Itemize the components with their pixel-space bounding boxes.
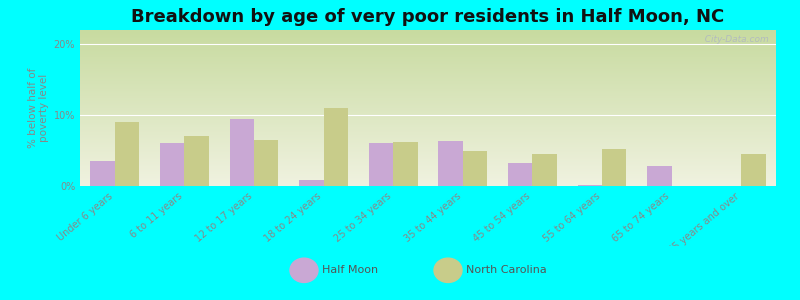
Y-axis label: % below half of
poverty level: % below half of poverty level <box>28 68 50 148</box>
Bar <box>394 142 418 186</box>
Bar <box>254 140 278 186</box>
Bar <box>742 154 766 186</box>
Bar <box>438 141 462 186</box>
Text: North Carolina: North Carolina <box>466 265 546 275</box>
Bar <box>508 163 533 186</box>
Bar <box>578 185 602 186</box>
Bar <box>160 143 185 186</box>
Bar <box>115 122 139 186</box>
Bar <box>323 108 348 186</box>
Bar <box>230 118 254 186</box>
Text: Half Moon: Half Moon <box>322 265 378 275</box>
Bar <box>369 143 394 186</box>
Bar <box>463 151 487 186</box>
Title: Breakdown by age of very poor residents in Half Moon, NC: Breakdown by age of very poor residents … <box>131 8 725 26</box>
Ellipse shape <box>290 258 318 283</box>
Bar <box>185 136 209 186</box>
Bar <box>602 149 626 186</box>
Bar <box>533 154 557 186</box>
Bar <box>647 166 672 186</box>
Ellipse shape <box>434 258 462 283</box>
Bar <box>90 161 115 186</box>
Text: City-Data.com: City-Data.com <box>699 35 769 44</box>
Bar <box>299 180 324 186</box>
